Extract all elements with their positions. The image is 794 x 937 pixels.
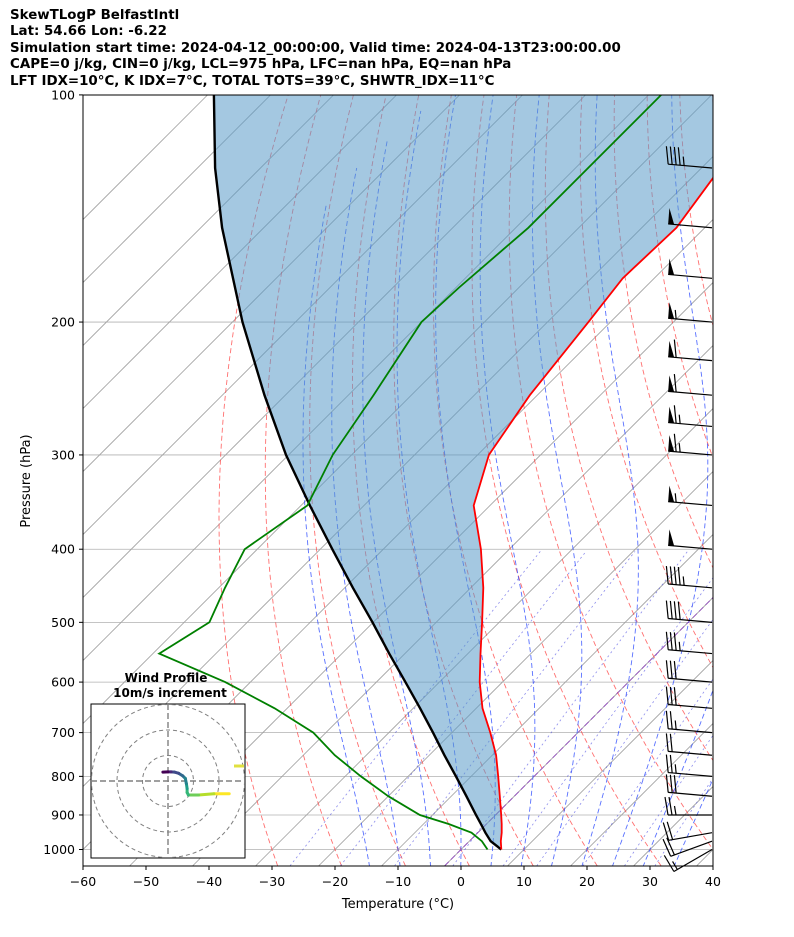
wind-barb	[665, 733, 713, 756]
x-tick-label: 30	[642, 874, 658, 889]
wind-barb	[662, 837, 713, 857]
x-tick-label: −30	[259, 874, 285, 889]
x-tick-label: −10	[385, 874, 411, 889]
y-tick-label: 200	[51, 315, 75, 330]
hodograph-segment	[197, 792, 216, 797]
wind-barb	[665, 565, 713, 589]
inset-subtitle: 10m/s increment	[113, 686, 227, 700]
x-tick-label: 10	[516, 874, 532, 889]
isotherm-line	[570, 722, 713, 866]
mixing-ratio-line	[289, 551, 541, 866]
isotherm-line	[83, 95, 334, 347]
wind-barb	[665, 774, 713, 797]
wind-profile-inset: Wind Profile 10m/s increment	[90, 671, 246, 859]
x-tick-label: −20	[322, 874, 348, 889]
y-tick-label: 300	[51, 447, 75, 462]
y-tick-label: 500	[51, 615, 75, 630]
mixing-ratio-line	[394, 551, 636, 866]
mixing-ratio-line	[582, 678, 713, 866]
parcel-profile-line	[212, 95, 503, 851]
x-tick-label: 0	[457, 874, 465, 889]
plot-area	[83, 95, 794, 866]
wind-barb	[665, 754, 713, 777]
wind-barb	[668, 258, 713, 279]
y-tick-label: 600	[51, 675, 75, 690]
wind-barb	[665, 631, 713, 655]
x-tick-label: 40	[705, 874, 721, 889]
moist-adiabat-line	[612, 95, 709, 866]
moist-adiabat-line	[581, 95, 639, 866]
wind-barb	[665, 600, 713, 623]
simulation-times: Simulation start time: 2024-04-12_00:00:…	[10, 40, 621, 56]
y-tick-label: 400	[51, 542, 75, 557]
axis-ticks: −60 −50 −40 −30 −20 −10 0 10 20 30 40 1000 900 800 700…	[43, 87, 721, 889]
dry-adiabat-line	[778, 95, 794, 866]
wind-barb	[668, 485, 713, 507]
wind-barb	[668, 374, 713, 396]
x-tick-label: 20	[579, 874, 595, 889]
x-tick-label: −50	[133, 874, 159, 889]
wind-barb	[668, 433, 713, 456]
chart-header: SkewTLogP BelfastIntl Lat: 54.66 Lon: -6…	[10, 8, 621, 90]
dry-adiabat-line	[544, 95, 713, 762]
x-tick-label: −60	[70, 874, 96, 889]
isotherm-line	[83, 95, 271, 284]
mixing-ratio-line	[536, 618, 713, 866]
y-tick-label: 100	[51, 87, 75, 102]
dry-adiabat-line	[218, 95, 289, 866]
moist-adiabat-line	[673, 777, 713, 866]
isotherm-line	[381, 533, 713, 866]
stability-indices: LFT IDX=10°C, K IDX=7°C, TOTAL TOTS=39°C…	[10, 73, 495, 89]
y-tick-label: 900	[51, 807, 75, 822]
mixing-ratio-line	[624, 734, 713, 866]
x-tick-label: −40	[196, 874, 222, 889]
dry-adiabat-line	[745, 95, 794, 866]
wind-barb	[668, 529, 713, 550]
y-tick-label: 1000	[43, 842, 75, 857]
y-tick-label: 700	[51, 725, 75, 740]
moist-adiabat-line	[642, 688, 713, 866]
dry-adiabat-line	[352, 95, 470, 866]
isotherm-line	[696, 848, 713, 866]
mixing-ratio-line	[340, 551, 587, 866]
wind-barb	[668, 339, 713, 362]
convective-parameters: CAPE=0 j/kg, CIN=0 j/kg, LCL=975 hPa, LF…	[10, 57, 512, 73]
isotherm-line	[192, 344, 713, 866]
mixing-ratio-line	[654, 777, 713, 866]
wind-barb	[665, 146, 713, 169]
isotherm-line	[129, 281, 713, 866]
wind-barb	[668, 302, 713, 323]
wind-barb	[668, 207, 713, 229]
moist-adiabat-line	[532, 95, 583, 866]
wind-barb	[665, 660, 713, 683]
wind-barb	[663, 848, 713, 873]
y-axis-label: Pressure (hPa)	[19, 434, 34, 527]
isotherm-line	[255, 407, 713, 866]
cin-shaded-area	[213, 95, 713, 847]
dry-adiabat-line	[679, 95, 713, 328]
wind-barb	[662, 821, 713, 841]
wind-barb	[665, 710, 713, 734]
freezing-isotherm	[444, 596, 713, 866]
dry-adiabat-line	[711, 95, 713, 111]
hodograph	[91, 704, 245, 858]
wind-barbs	[662, 146, 713, 873]
y-tick-label: 800	[51, 769, 75, 784]
chart-title: SkewTLogP BelfastIntl	[10, 8, 180, 23]
wind-barb	[665, 686, 713, 709]
x-axis-label: Temperature (°C)	[341, 897, 454, 912]
station-coordinates: Lat: 54.66 Lon: -6.22	[10, 24, 167, 40]
wind-barb	[668, 405, 713, 428]
inset-title: Wind Profile	[125, 671, 208, 685]
wind-barb	[664, 796, 712, 816]
isotherm-line	[507, 659, 713, 866]
temperature-profile-line	[472, 176, 713, 850]
dewpoint-profile-line	[157, 95, 662, 851]
